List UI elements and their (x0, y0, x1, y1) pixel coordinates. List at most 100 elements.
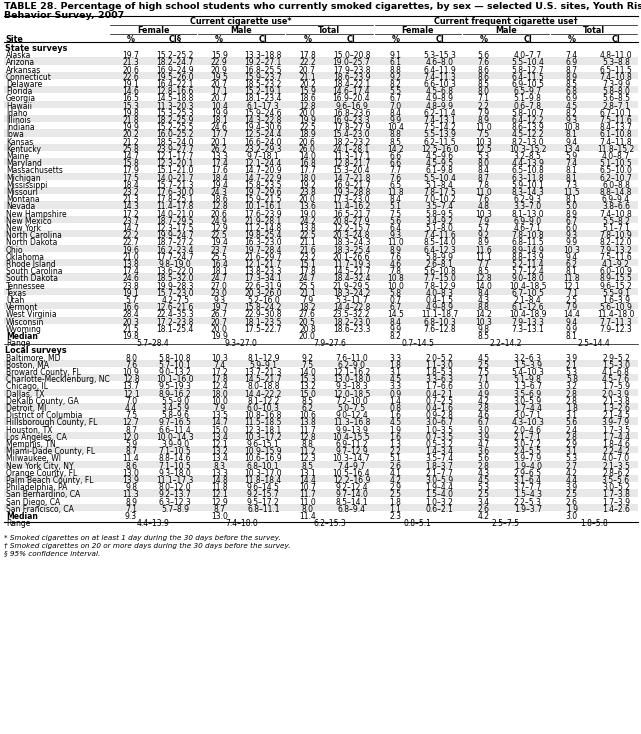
Text: 26.0: 26.0 (299, 145, 316, 154)
Text: 7.1–10.5: 7.1–10.5 (159, 462, 192, 470)
Text: 9.0–18.0: 9.0–18.0 (512, 275, 544, 283)
Text: 16.6–24.0: 16.6–24.0 (244, 137, 282, 147)
Text: 10.3: 10.3 (563, 246, 580, 255)
Text: 15.0–20.8: 15.0–20.8 (333, 51, 370, 60)
Text: 2.8: 2.8 (478, 462, 490, 470)
Text: 11.8–18.4: 11.8–18.4 (245, 476, 282, 485)
Text: 2.1: 2.1 (566, 361, 578, 370)
Text: 1.1–3.0: 1.1–3.0 (426, 361, 454, 370)
Bar (4, 115, 638, 122)
Text: 4.8: 4.8 (478, 203, 490, 211)
Text: 3.5–7.4: 3.5–7.4 (426, 203, 454, 211)
Text: 11.1–17.3: 11.1–17.3 (156, 476, 194, 485)
Text: 11.5–18.5: 11.5–18.5 (245, 418, 282, 427)
Text: 5.2–16.0: 5.2–16.0 (247, 296, 279, 305)
Text: 9.5–17.2: 9.5–17.2 (247, 498, 279, 506)
Text: 6.6: 6.6 (390, 159, 402, 168)
Text: 17.8–25.1: 17.8–25.1 (156, 195, 194, 204)
Text: 6.2–10.7: 6.2–10.7 (599, 174, 632, 183)
Text: 7.6: 7.6 (125, 361, 137, 370)
Text: 1.7–5.9: 1.7–5.9 (602, 382, 630, 391)
Bar (4, 475, 638, 482)
Text: 14.6–17.4: 14.6–17.4 (333, 87, 370, 96)
Text: 8.2: 8.2 (566, 109, 578, 117)
Text: 8.1–12.9: 8.1–12.9 (247, 354, 279, 363)
Text: 1.9–3.7: 1.9–3.7 (514, 505, 542, 514)
Text: 7.7: 7.7 (390, 167, 402, 175)
Text: 6.6–11.4: 6.6–11.4 (159, 426, 192, 435)
Text: 13.8: 13.8 (122, 260, 139, 269)
Text: 4.5–9.5: 4.5–9.5 (426, 159, 454, 168)
Text: 3.5–5.6: 3.5–5.6 (602, 476, 630, 485)
Text: * Smoked cigarettes on at least 1 day during the 30 days before the survey.: * Smoked cigarettes on at least 1 day du… (4, 535, 281, 541)
Text: 15.7–23.0: 15.7–23.0 (156, 288, 194, 298)
Text: 9.2–12.4: 9.2–12.4 (335, 483, 368, 493)
Text: 13.3–18.8: 13.3–18.8 (245, 51, 282, 60)
Text: 1.3–6.7: 1.3–6.7 (514, 382, 542, 391)
Text: 15.9: 15.9 (299, 87, 316, 96)
Text: 21.3: 21.3 (122, 195, 139, 204)
Text: 2.1–8.4: 2.1–8.4 (514, 296, 542, 305)
Text: Male: Male (495, 26, 517, 35)
Text: 8.4: 8.4 (390, 195, 401, 204)
Text: District of Columbia: District of Columbia (6, 411, 83, 420)
Text: 2.1–3.8: 2.1–3.8 (602, 397, 630, 406)
Text: New York: New York (6, 224, 41, 233)
Bar (4, 144, 638, 151)
Text: 2.3: 2.3 (390, 512, 401, 521)
Text: 8.0: 8.0 (478, 87, 490, 96)
Text: 10.4: 10.4 (387, 123, 404, 132)
Text: 6.2: 6.2 (301, 404, 313, 413)
Text: 1.4–3.4: 1.4–3.4 (426, 447, 454, 457)
Text: 20.2: 20.2 (299, 80, 316, 89)
Text: Connecticut: Connecticut (6, 73, 52, 81)
Text: 7.6: 7.6 (478, 195, 490, 204)
Text: 2.2–14.2: 2.2–14.2 (490, 339, 522, 348)
Text: 11.0: 11.0 (476, 188, 492, 197)
Text: 5.6–10.9: 5.6–10.9 (599, 303, 633, 312)
Text: 13.4: 13.4 (211, 433, 228, 442)
Text: 8.0–18.8: 8.0–18.8 (247, 382, 279, 391)
Text: 4.9–8.9: 4.9–8.9 (426, 303, 454, 312)
Text: 5.9–10.1: 5.9–10.1 (512, 181, 544, 190)
Text: 18.6–23.3: 18.6–23.3 (333, 325, 370, 334)
Text: 18.1–23.4: 18.1–23.4 (245, 95, 282, 103)
Text: 2.1–7.1: 2.1–7.1 (514, 433, 542, 442)
Text: 5.3–15.3: 5.3–15.3 (423, 51, 456, 60)
Text: 19.7–28.4: 19.7–28.4 (245, 246, 282, 255)
Text: 4.4: 4.4 (566, 476, 578, 485)
Text: 0.7–2.5: 0.7–2.5 (426, 397, 454, 406)
Text: 17.4: 17.4 (122, 267, 140, 276)
Text: Iowa: Iowa (6, 131, 24, 139)
Text: 1.8–3.7: 1.8–3.7 (426, 462, 454, 470)
Text: 9.7–16.5: 9.7–16.5 (159, 418, 192, 427)
Text: 3.1: 3.1 (566, 411, 578, 420)
Text: 4.6–8.0: 4.6–8.0 (426, 59, 454, 68)
Text: 4.4–13.9: 4.4–13.9 (137, 519, 169, 528)
Text: 13.9: 13.9 (122, 476, 140, 485)
Text: 5.1: 5.1 (390, 454, 401, 463)
Text: 5.1–8.4: 5.1–8.4 (426, 181, 454, 190)
Text: 17.5–22.7: 17.5–22.7 (245, 325, 282, 334)
Text: 2.8: 2.8 (478, 404, 490, 413)
Text: 0.4–1.5: 0.4–1.5 (426, 296, 454, 305)
Text: TABLE 28. Percentage of high school students who currently smoked cigarettes, by: TABLE 28. Percentage of high school stud… (4, 2, 641, 11)
Text: 25.5: 25.5 (211, 252, 228, 262)
Text: 6.8–10.3: 6.8–10.3 (423, 318, 456, 327)
Text: 20.7: 20.7 (211, 318, 228, 327)
Text: 7.6: 7.6 (390, 252, 402, 262)
Text: 3.1–6.4: 3.1–6.4 (514, 476, 542, 485)
Text: 14.2: 14.2 (387, 145, 404, 154)
Text: 18.1–25.4: 18.1–25.4 (156, 325, 194, 334)
Text: CI: CI (435, 35, 444, 44)
Text: 2.8–7.1: 2.8–7.1 (602, 101, 630, 111)
Text: San Bernardino, CA: San Bernardino, CA (6, 490, 80, 499)
Text: 3.2–8.5: 3.2–8.5 (514, 152, 542, 161)
Text: 21.5: 21.5 (122, 325, 139, 334)
Text: 20.2: 20.2 (122, 131, 139, 139)
Text: 24.6: 24.6 (211, 123, 228, 132)
Text: 11.0: 11.0 (299, 498, 316, 506)
Text: 17.8: 17.8 (299, 267, 316, 276)
Text: 8.9: 8.9 (390, 246, 401, 255)
Text: 9.3–27.0: 9.3–27.0 (225, 339, 258, 348)
